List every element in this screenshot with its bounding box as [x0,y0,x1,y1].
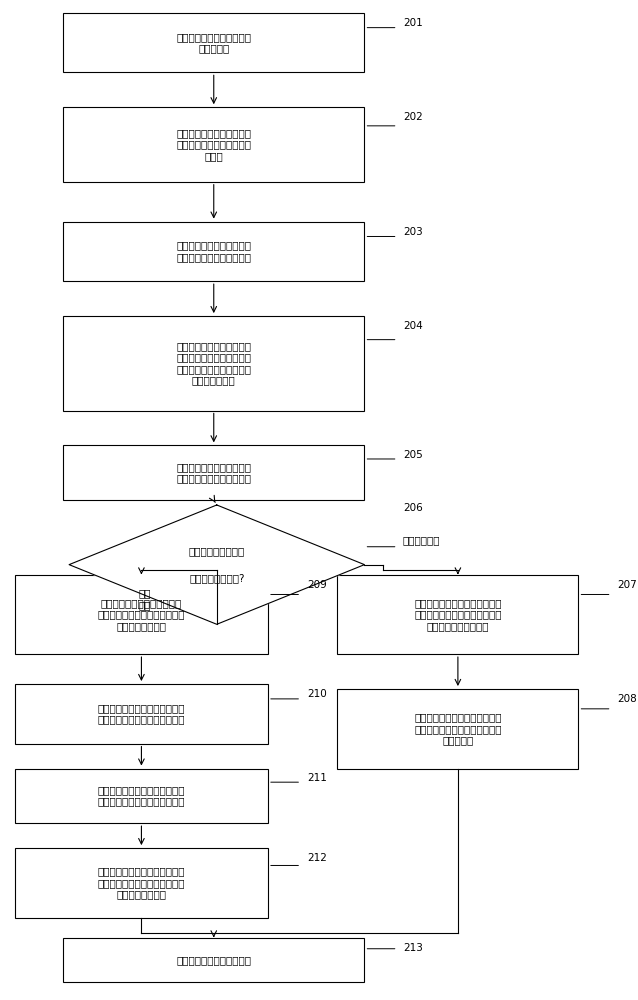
Text: 噪声所占百分比值与: 噪声所占百分比值与 [189,546,245,556]
Text: 大于等于阈值: 大于等于阈值 [403,535,440,545]
FancyBboxPatch shape [63,107,364,182]
FancyBboxPatch shape [15,684,268,744]
FancyBboxPatch shape [63,222,364,281]
Text: 203: 203 [404,227,424,237]
Text: 207: 207 [618,580,637,590]
FancyBboxPatch shape [15,768,268,823]
FancyBboxPatch shape [338,689,579,768]
Text: 205: 205 [404,450,424,460]
Text: 根据所述的谱密度平均增长直线
和所述的第一直线得出第二直线: 根据所述的谱密度平均增长直线 和所述的第一直线得出第二直线 [98,785,185,807]
Text: 201: 201 [404,18,424,28]
FancyBboxPatch shape [63,13,364,72]
Text: 根据所述频率范围的起点、以噪
声水平为斜率计算得出第一直线: 根据所述频率范围的起点、以噪 声水平为斜率计算得出第一直线 [98,703,185,725]
Text: 小于
阈值: 小于 阈值 [138,589,151,610]
Text: 211: 211 [307,773,327,783]
Polygon shape [69,505,364,624]
Text: 预设阈值进行比较?: 预设阈值进行比较? [189,574,244,584]
Text: 206: 206 [404,503,424,513]
Text: 212: 212 [307,853,327,863]
Text: 202: 202 [404,112,424,122]
FancyBboxPatch shape [15,575,268,654]
Text: 根据所述的积分功率谱曲线
计算出谱密度平均增长直线: 根据所述的积分功率谱曲线 计算出谱密度平均增长直线 [176,241,251,262]
FancyBboxPatch shape [63,445,364,500]
Text: 所述的积分功率谱曲线减去所述
的第二直线所得数组的最大值点
为第二最大频率值: 所述的积分功率谱曲线减去所述 的第二直线所得数组的最大值点 为第二最大频率值 [98,866,185,899]
Text: 对所述的采集到的频谱数据
的每一列计算得出积分功率
谱曲线: 对所述的采集到的频谱数据 的每一列计算得出积分功率 谱曲线 [176,128,251,161]
Text: 所述积分功率谱曲线减去所
述谱密度平均增长直线所得
到的曲线最大值点对应得到
第一最大频率值: 所述积分功率谱曲线减去所 述谱密度平均增长直线所得 到的曲线最大值点对应得到 第… [176,341,251,386]
Text: 208: 208 [618,694,637,704]
Text: 所述采集的频谱数据的最低频率
值坐标点和所述的第一最大频率
值坐标点确定一条直线: 所述采集的频谱数据的最低频率 值坐标点和所述的第一最大频率 值坐标点确定一条直线 [414,598,501,631]
Text: 209: 209 [307,580,327,590]
Text: 210: 210 [307,689,327,699]
Text: 采集多普勒信号随时间变化
的频谱数据: 采集多普勒信号随时间变化 的频谱数据 [176,32,251,53]
Text: 输出所述的第二最大频率值: 输出所述的第二最大频率值 [176,955,251,965]
Text: 204: 204 [404,321,424,331]
FancyBboxPatch shape [63,938,364,982]
FancyBboxPatch shape [63,316,364,410]
FancyBboxPatch shape [15,848,268,918]
Text: 根据所述的第一最大频率值
计算得出噪声所占百分比值: 根据所述的第一最大频率值 计算得出噪声所占百分比值 [176,462,251,483]
FancyBboxPatch shape [338,575,579,654]
Text: 根据所述的第一最大频率值和
所述采集的频谱数据的频率范围
计算得出噪声水平: 根据所述的第一最大频率值和 所述采集的频谱数据的频率范围 计算得出噪声水平 [98,598,185,631]
Text: 213: 213 [404,943,424,953]
Text: 所述的积分功率谱曲线减去所述
直线所得数组的最大值点为第二
最大频率值: 所述的积分功率谱曲线减去所述 直线所得数组的最大值点为第二 最大频率值 [414,712,501,745]
